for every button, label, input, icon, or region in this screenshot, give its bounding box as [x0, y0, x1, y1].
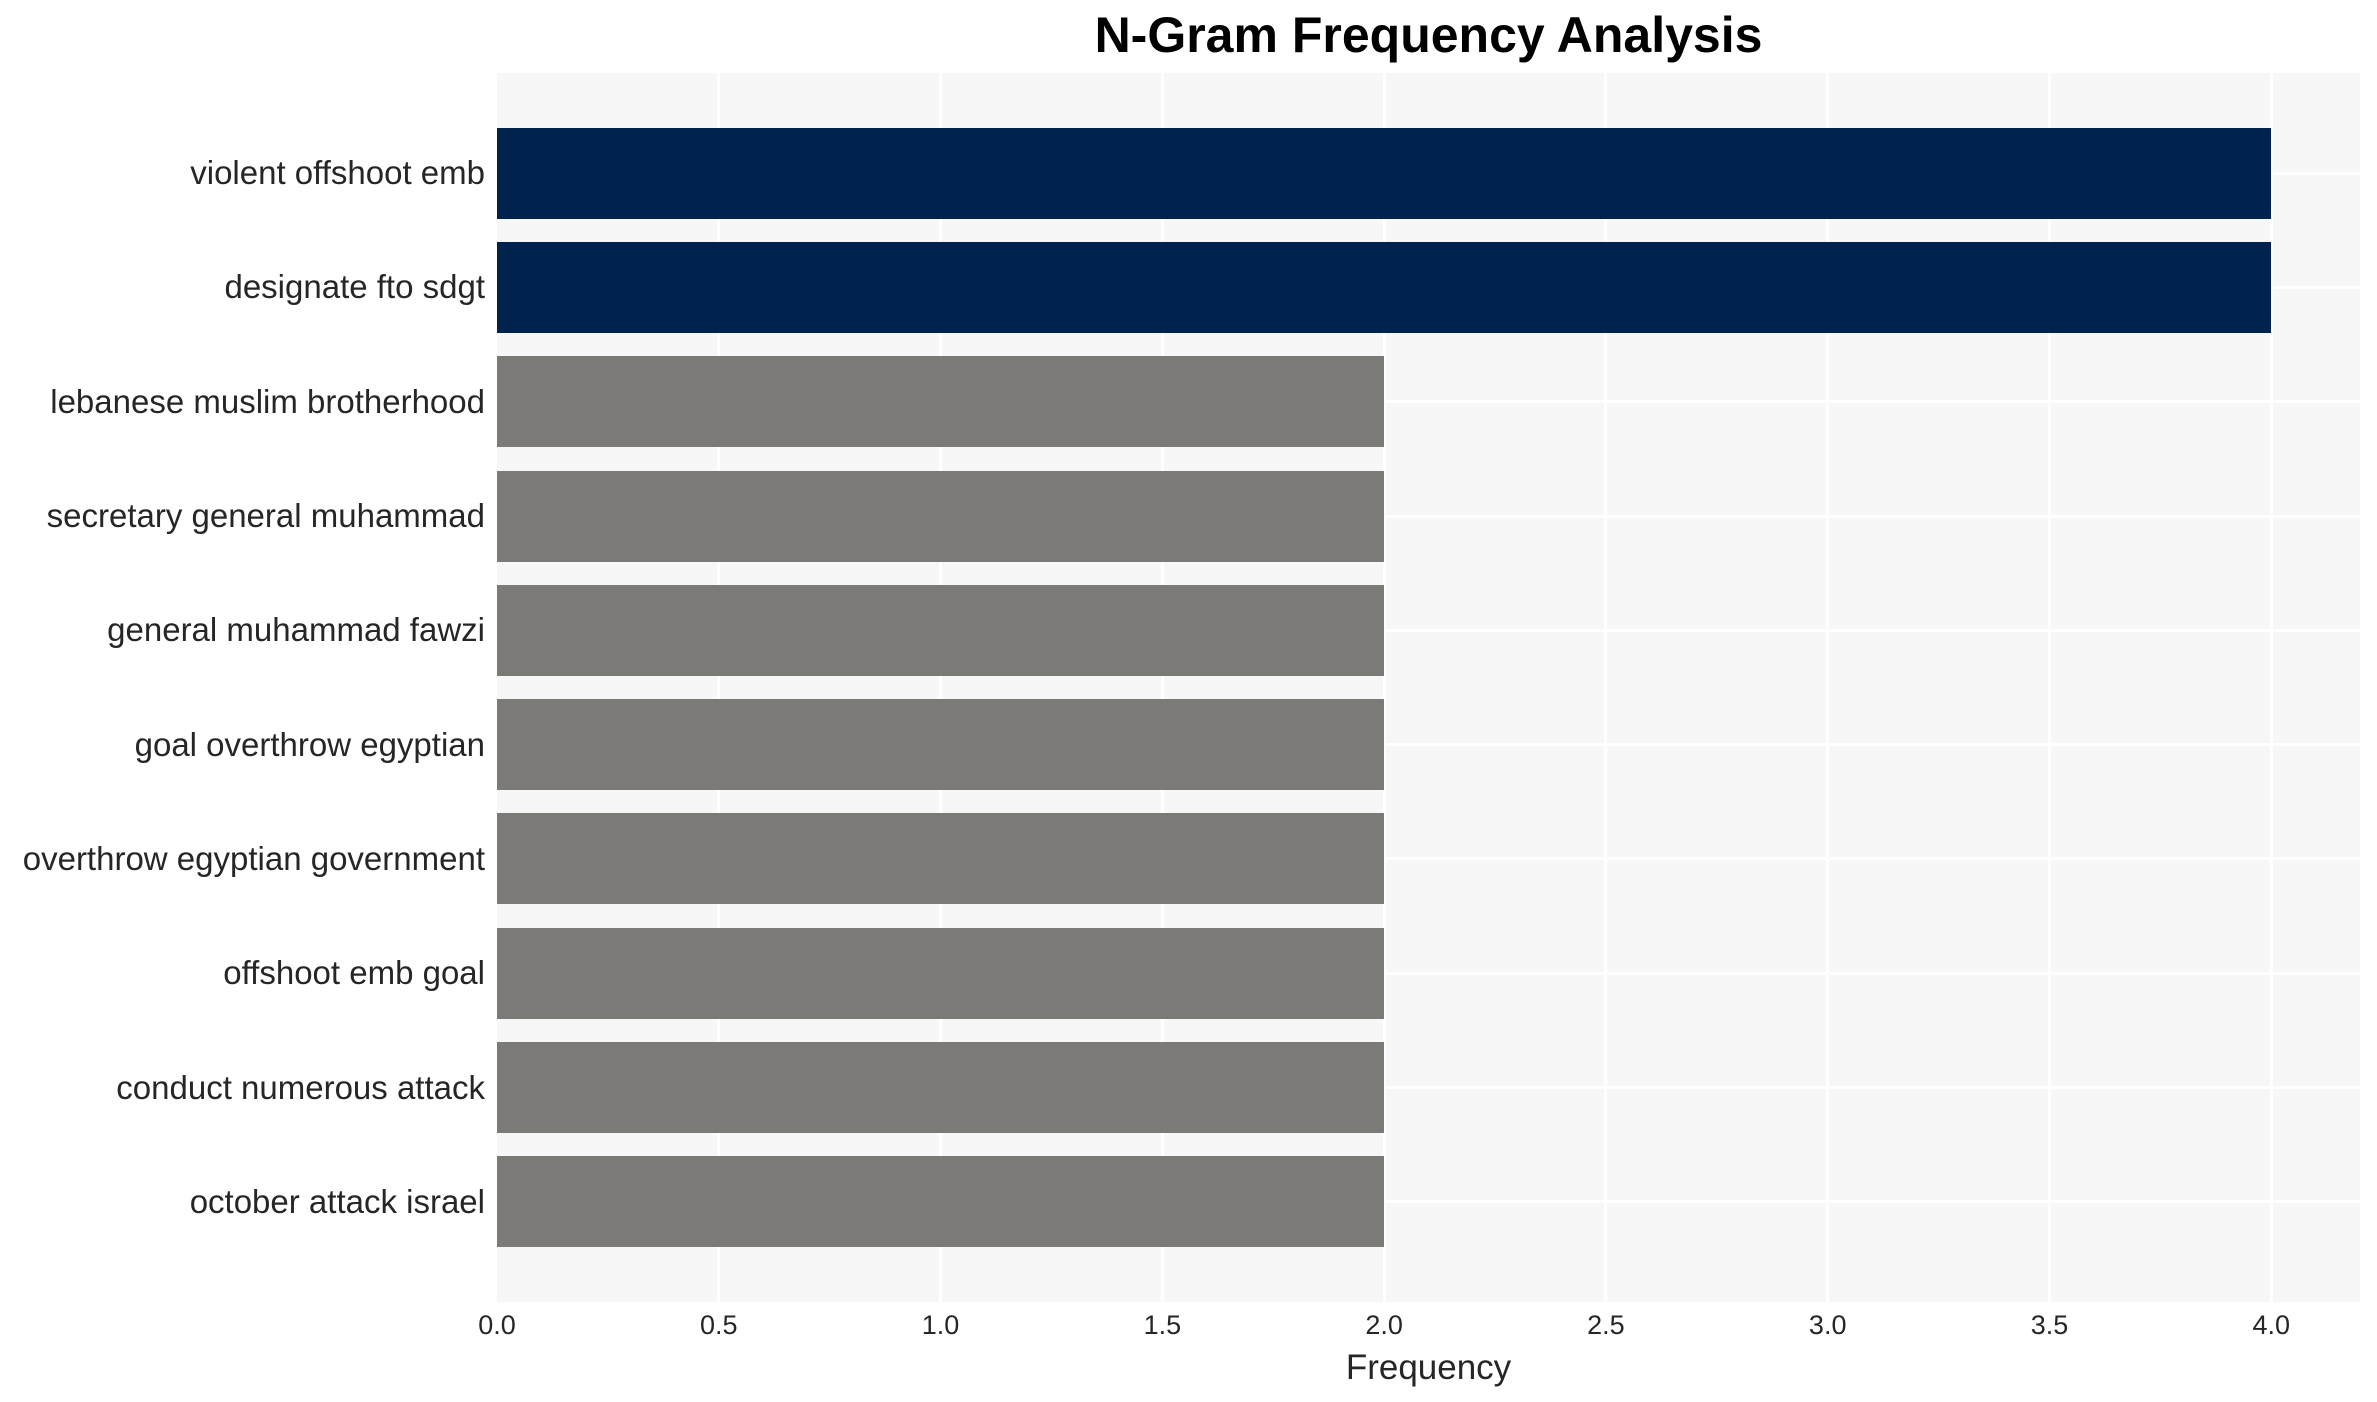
bar-lebanese-muslim-brotherhood [497, 356, 1385, 448]
gridline-vertical [1826, 73, 1830, 1302]
bar-offshoot-emb-goal [497, 927, 1385, 1019]
gridline-horizontal [497, 1086, 2360, 1090]
gridline-horizontal [497, 628, 2360, 632]
x-axis-tick: 0.0 [478, 1310, 516, 1340]
bar-conduct-numerous-attack [497, 1042, 1385, 1134]
bar-violent-offshoot-emb [497, 127, 2272, 219]
bar-secretary-general-muhammad [497, 470, 1385, 562]
x-axis-tick: 0.5 [700, 1310, 738, 1340]
x-axis-tick: 3.0 [1808, 1310, 1847, 1340]
gridline-horizontal [497, 400, 2360, 404]
y-axis-label: secretary general muhammad [46, 497, 485, 535]
y-axis-label: lebanese muslim brotherhood [50, 382, 485, 420]
gridline-vertical [1382, 73, 1386, 1302]
y-axis-label: conduct numerous attack [116, 1068, 485, 1106]
x-axis-tick: 3.5 [2030, 1310, 2069, 1340]
y-axis-label: october attack israel [189, 1182, 485, 1220]
gridline-vertical [2269, 73, 2273, 1302]
x-axis-tick: 4.0 [2252, 1310, 2291, 1340]
bar-general-muhammad-fawzi [497, 584, 1385, 676]
y-axis-label: overthrow egyptian government [22, 839, 485, 877]
gridline-horizontal [497, 971, 2360, 975]
x-axis-tick: 2.5 [1587, 1310, 1625, 1340]
plot-area [497, 73, 2360, 1302]
gridline-vertical [2048, 73, 2051, 1302]
gridline-horizontal [497, 743, 2360, 747]
y-axis-labels: violent offshoot emb designate fto sdgt le… [0, 73, 485, 1302]
bar-october-attack-israel [497, 1156, 1385, 1248]
x-axis-title: Frequency [1345, 1348, 1512, 1387]
gridline-vertical [1604, 73, 1608, 1302]
gridline-vertical [717, 73, 721, 1302]
chart-title: N-Gram Frequency Analysis [1094, 7, 1763, 63]
bar-designate-fto-sdgt [497, 241, 2272, 333]
y-axis-label: designate fto sdgt [224, 268, 485, 306]
gridline-horizontal [497, 857, 2360, 861]
gridline-horizontal [497, 514, 2360, 518]
bar-overthrow-egyptian-government [497, 813, 1385, 905]
x-axis-tick: 2.0 [1365, 1310, 1403, 1340]
gridline-vertical [1160, 73, 1164, 1302]
x-axis-tick: 1.5 [1143, 1310, 1182, 1340]
y-axis-label: general muhammad fawzi [107, 611, 485, 649]
bar-goal-overthrow-egyptian [497, 699, 1385, 791]
gridline-vertical [939, 73, 943, 1302]
y-axis-label: violent offshoot emb [190, 154, 485, 192]
y-axis-label: goal overthrow egyptian [134, 725, 485, 763]
x-axis-ticks: 0.0 0.5 1.0 1.5 2.0 2.5 3.0 3.5 4.0 [478, 1310, 2360, 1352]
y-axis-label: offshoot emb goal [223, 954, 485, 992]
gridline-horizontal [497, 1200, 2360, 1204]
x-axis-tick: 1.0 [921, 1310, 960, 1340]
